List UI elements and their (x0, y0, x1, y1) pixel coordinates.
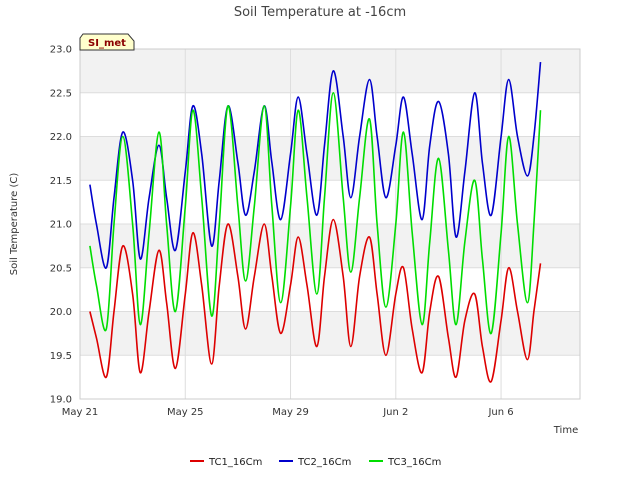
series-lines (89, 62, 542, 383)
x-tick-label: May 29 (272, 407, 309, 418)
badge-label: SI_met (88, 38, 126, 49)
y-tick-label: 21.5 (50, 176, 72, 187)
x-tick-label: Jun 6 (487, 407, 513, 418)
y-tick-label: 22.5 (50, 88, 72, 99)
legend-label: TC2_16Cm (297, 457, 351, 468)
y-axis-ticks: 19.0 19.5 20.0 20.5 21.0 21.5 22.0 22.5 23.0 (50, 45, 72, 406)
x-tick-label: Jun 2 (382, 407, 408, 418)
chart-title: Soil Temperature at -16cm (234, 5, 406, 20)
y-tick-label: 23.0 (50, 45, 72, 56)
y-tick-label: 20.0 (50, 307, 72, 318)
y-tick-label: 21.0 (50, 220, 72, 231)
legend[interactable]: TC1_16Cm TC2_16Cm TC3_16Cm (190, 457, 441, 468)
y-tick-label: 22.0 (50, 132, 72, 143)
series-line-tc1-16cm (89, 218, 542, 383)
badge-shape (79, 33, 135, 51)
plot-frame (79, 48, 581, 400)
y-tick-label: 19.5 (50, 351, 72, 362)
x-tick-label: May 21 (62, 407, 99, 418)
x-tick-label: May 25 (167, 407, 204, 418)
legend-item-tc2-16cm[interactable]: TC2_16Cm (279, 457, 351, 468)
x-axis-ticks: May 21 May 25 May 29 Jun 2 Jun 6 (62, 407, 514, 418)
series-line-tc3-16cm (89, 91, 542, 335)
legend-label: TC3_16Cm (387, 457, 441, 468)
plot-band (80, 311, 580, 356)
x-axis-title: Time (553, 425, 578, 436)
legend-item-tc3-16cm[interactable]: TC3_16Cm (369, 457, 441, 468)
y-tick-label: 19.0 (50, 395, 72, 406)
y-axis-title: Soil Temperature (C) (9, 173, 20, 276)
series-line-tc2-16cm (89, 62, 542, 269)
y-tick-label: 20.5 (50, 263, 72, 274)
legend-item-tc1-16cm[interactable]: TC1_16Cm (190, 457, 262, 468)
legend-label: TC1_16Cm (208, 457, 262, 468)
badge: SI_met (79, 33, 135, 51)
